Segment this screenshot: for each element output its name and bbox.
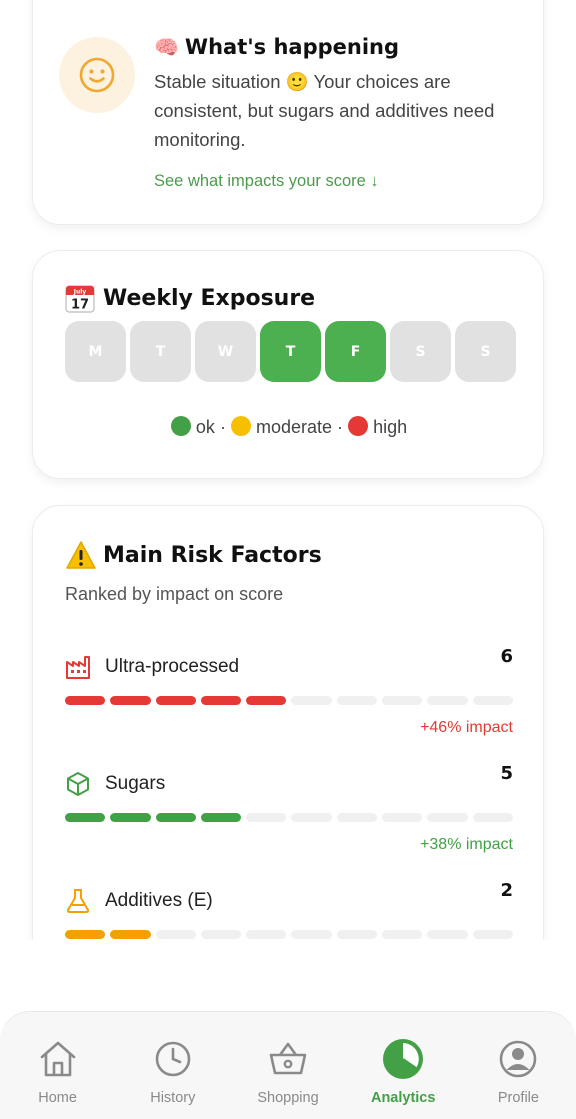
day-tile[interactable]: F	[325, 321, 386, 382]
nav-label: History	[150, 1090, 196, 1106]
nav-analytics[interactable]: Analytics	[346, 1012, 461, 1119]
nav-history[interactable]: History	[115, 1012, 230, 1119]
bar-segment	[472, 813, 513, 822]
bar-segment	[65, 930, 106, 939]
basket-icon	[267, 1038, 309, 1080]
neutral-smile-icon	[79, 57, 115, 93]
legend-ok: ok	[195, 417, 215, 437]
bar-segment	[472, 696, 513, 705]
bar-segment	[382, 930, 423, 939]
bar-segment	[110, 813, 151, 822]
risk-factor-bar	[65, 813, 513, 822]
bar-segment	[246, 930, 287, 939]
weekly-exposure-title-text: Weekly Exposure	[103, 285, 316, 311]
bar-segment	[336, 813, 378, 822]
risk-factor-additives[interactable]: Additives (E) 2	[65, 880, 513, 939]
risk-factors-title: Main Risk Factors	[65, 540, 322, 570]
bar-segment	[155, 696, 196, 705]
risk-factor-count: 2	[500, 880, 513, 901]
day-tile[interactable]: S	[390, 321, 451, 382]
day-tile[interactable]: S	[455, 321, 516, 382]
svg-text:July: July	[73, 289, 87, 296]
flask-icon	[65, 888, 91, 914]
factory-icon	[65, 654, 91, 680]
whats-happening-text: Stable situation 🙂 Your choices are cons…	[154, 71, 495, 150]
day-tile[interactable]: W	[195, 321, 256, 382]
bar-segment	[382, 696, 423, 705]
bar-segment	[336, 696, 378, 705]
bar-segment	[382, 813, 423, 822]
bar-segment	[65, 813, 106, 822]
risk-factors-subtitle: Ranked by impact on score	[65, 584, 284, 604]
mood-badge	[59, 37, 135, 113]
bar-segment	[200, 696, 242, 705]
warning-icon	[66, 541, 96, 569]
calendar-icon: July 17	[65, 285, 95, 313]
whats-happening-title: 🧠 What's happening	[154, 35, 399, 59]
risk-factor-count: 6	[500, 646, 513, 667]
nav-label: Profile	[497, 1090, 539, 1106]
day-tile[interactable]: T	[260, 321, 321, 382]
bar-segment	[291, 696, 332, 705]
bar-segment	[246, 696, 287, 705]
bar-segment	[427, 696, 468, 705]
nav-label: Home	[38, 1090, 77, 1106]
risk-factor-bar	[65, 930, 513, 939]
bar-segment	[65, 696, 106, 705]
risk-factor-ultra-processed[interactable]: Ultra-processed 6 +46% impact	[65, 646, 513, 737]
cube-icon	[65, 771, 91, 797]
whats-happening-title-text: What's happening	[184, 35, 400, 59]
risk-factor-sugars[interactable]: Sugars 5 +38% impact	[65, 763, 513, 854]
legend-moderate: moderate	[255, 417, 333, 437]
pie-chart-icon	[382, 1038, 424, 1080]
bar-segment	[427, 930, 468, 939]
risk-factor-name: Additives (E)	[105, 890, 213, 911]
see-impacts-link[interactable]: See what impacts your score ↓	[154, 172, 379, 190]
bar-segment	[291, 813, 332, 822]
nav-shopping[interactable]: Shopping	[230, 1012, 345, 1119]
risk-factor-impact: +38% impact	[420, 836, 513, 853]
risk-factor-count: 5	[500, 763, 513, 784]
legend-high: high	[373, 417, 408, 437]
bar-segment	[246, 813, 287, 822]
nav-home[interactable]: Home	[0, 1012, 115, 1119]
bar-segment	[110, 696, 151, 705]
weekly-exposure-title: July 17 Weekly Exposure	[65, 283, 315, 313]
bar-segment	[291, 930, 332, 939]
bar-segment	[155, 930, 196, 939]
bar-segment	[155, 813, 196, 822]
risk-factor-name: Ultra-processed	[105, 656, 240, 677]
svg-text:17: 17	[71, 298, 89, 313]
moderate-dot-icon	[230, 416, 251, 436]
analytics-scroll-area[interactable]: 🧠 What's happening Stable situation 🙂 Yo…	[0, 0, 576, 940]
bar-segment	[110, 930, 151, 939]
brain-icon: 🧠	[154, 35, 179, 59]
risk-factor-bar	[65, 696, 513, 705]
nav-profile[interactable]: Profile	[461, 1012, 576, 1119]
risk-factors-title-text: Main Risk Factors	[103, 542, 322, 568]
exposure-legend: ok · moderate · high	[33, 416, 545, 438]
nav-label: Shopping	[257, 1090, 319, 1106]
user-icon	[497, 1038, 539, 1080]
home-icon	[37, 1038, 79, 1080]
whats-happening-card: 🧠 What's happening Stable situation 🙂 Yo…	[32, 0, 544, 225]
risk-factors-card: Main Risk Factors Ranked by impact on sc…	[32, 505, 544, 940]
high-dot-icon	[348, 416, 369, 436]
risk-factor-name: Sugars	[105, 773, 166, 794]
bar-segment	[336, 930, 378, 939]
day-tile[interactable]: T	[130, 321, 191, 382]
bar-segment	[200, 813, 242, 822]
clock-icon	[152, 1038, 194, 1080]
bar-segment	[200, 930, 242, 939]
bottom-navigation: Home History Shopping Anal	[0, 1011, 576, 1119]
bar-segment	[427, 813, 468, 822]
ok-dot-icon	[170, 416, 191, 436]
nav-label: Analytics	[370, 1090, 436, 1106]
day-tile[interactable]: M	[65, 321, 126, 382]
risk-factor-impact: +46% impact	[420, 719, 513, 736]
bar-segment	[472, 930, 513, 939]
